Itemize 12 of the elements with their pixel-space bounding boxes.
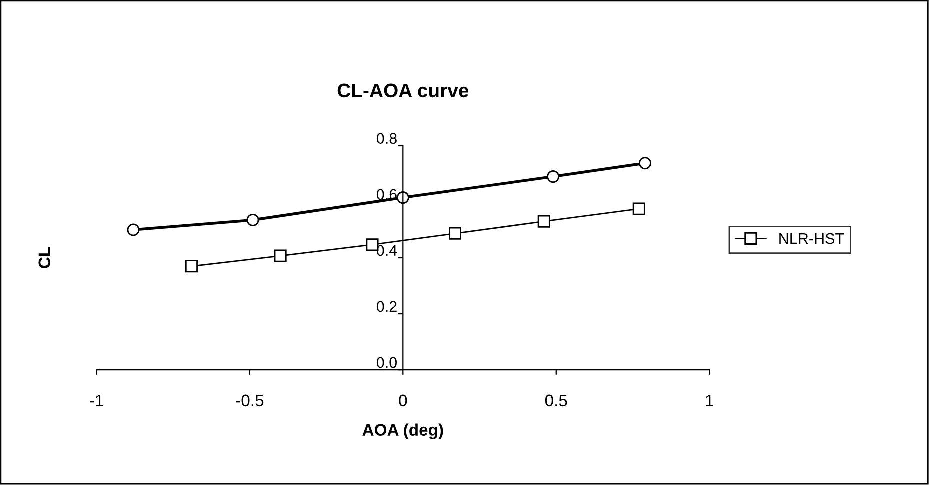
y-axis-title: CL bbox=[38, 247, 51, 268]
y-tick-label: 0.8 bbox=[376, 133, 397, 144]
x-tick-label: -1 bbox=[90, 394, 104, 406]
x-tick-label: 1 bbox=[706, 394, 714, 406]
x-tick-label: 0.5 bbox=[545, 394, 568, 407]
x-tick-label: -0.5 bbox=[236, 394, 264, 407]
y-tick-label: 0.2 bbox=[376, 301, 397, 312]
y-tick-label: 0.0 bbox=[376, 357, 398, 368]
chart-title: CL-AOA curve bbox=[338, 84, 469, 98]
x-axis-title: AOA (deg) bbox=[362, 424, 444, 440]
legend-label: NLR-HST bbox=[780, 233, 844, 244]
x-tick-label: 0 bbox=[399, 394, 408, 407]
